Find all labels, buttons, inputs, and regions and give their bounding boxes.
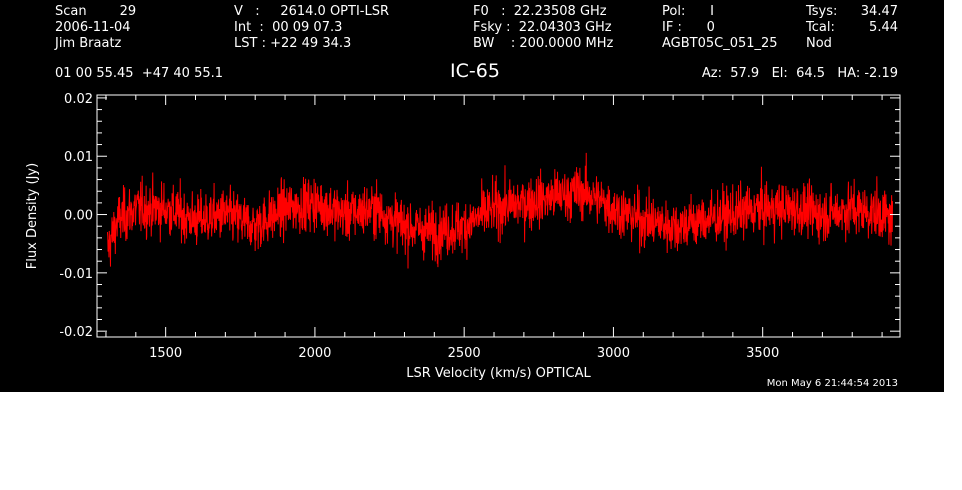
header-nod: Nod	[806, 36, 832, 51]
x-tick-label: 2500	[448, 346, 481, 361]
header-if: IF : 0	[662, 20, 715, 35]
header-scan: Scan 29	[55, 4, 137, 19]
timestamp: Mon May 6 21:44:54 2013	[766, 378, 898, 389]
plot-frame	[96, 94, 901, 338]
header-f0: F0 : 22.23508 GHz	[473, 4, 607, 19]
header-tsys-value: 34.47	[860, 4, 898, 19]
y-tick-label: 0.02	[64, 92, 93, 107]
header-coordinates: 01 00 55.45 +47 40 55.1	[55, 66, 224, 81]
header-tsys-label: Tsys:	[806, 4, 838, 19]
y-tick-label: -0.01	[59, 267, 93, 282]
header-date: 2006-11-04	[55, 20, 131, 35]
header-az-el-ha: Az: 57.9 El: 64.5 HA: -2.19	[701, 66, 898, 81]
x-tick-label: 3500	[746, 346, 779, 361]
y-axis-label: Flux Density (Jy)	[25, 163, 40, 269]
header-tcal-value: 5.44	[869, 20, 898, 35]
x-tick-label: 1500	[149, 346, 182, 361]
source-name: IC-65	[450, 60, 500, 82]
plot-panel: Scan 29 2006-11-04 Jim Braatz V : 2614.0…	[0, 0, 944, 392]
x-axis-label: LSR Velocity (km/s) OPTICAL	[406, 366, 591, 381]
header-fsky: Fsky : 22.04303 GHz	[473, 20, 612, 35]
header-integration: Int : 00 09 07.3	[234, 20, 343, 35]
header-pol: Pol: I	[662, 4, 714, 19]
y-tick-label: 0.00	[64, 209, 93, 224]
header-observer: Jim Braatz	[55, 36, 122, 51]
spectrum-line	[106, 152, 894, 269]
spectrum-chart: 1500 2000 2500 3000 3500 -0.02 -0.01 0.00 0.01 0.…	[25, 92, 901, 381]
header-tcal-label: Tcal:	[806, 20, 835, 35]
x-tick-label: 2000	[298, 346, 331, 361]
x-tick-label: 3000	[597, 346, 630, 361]
header-project: AGBT05C_051_25	[662, 36, 778, 51]
header-velocity: V : 2614.0 OPTI-LSR	[234, 4, 390, 19]
y-tick-label: -0.02	[59, 325, 93, 340]
header-lst: LST : +22 49 34.3	[234, 36, 352, 51]
y-tick-label: 0.01	[64, 150, 93, 165]
header-bw: BW : 200.0000 MHz	[473, 36, 614, 51]
